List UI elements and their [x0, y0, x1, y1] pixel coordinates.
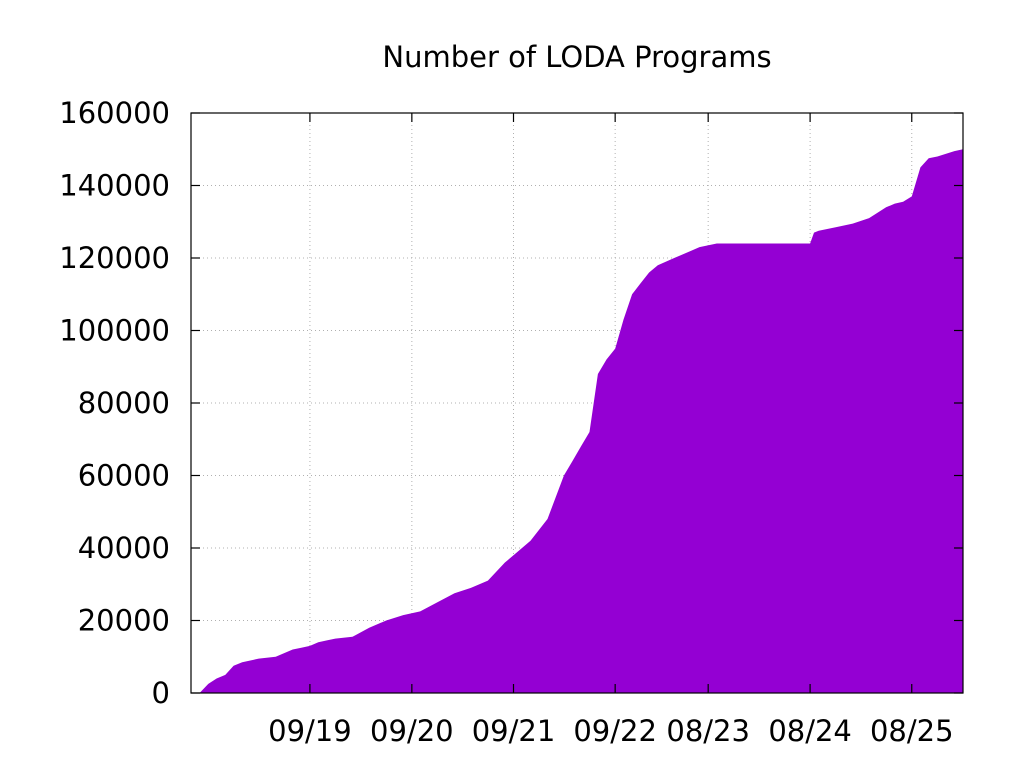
y-tick-label: 80000 [78, 386, 170, 420]
x-tick-label: 09/21 [472, 714, 556, 748]
x-tick-label: 09/20 [370, 714, 454, 748]
y-tick-label: 40000 [78, 531, 170, 565]
y-tick-label: 20000 [78, 604, 170, 638]
y-tick-label: 120000 [59, 241, 170, 275]
y-tick-label: 160000 [59, 96, 170, 130]
y-tick-labels: 0 20000 40000 60000 80000 100000 120000 140000 1… [59, 96, 170, 710]
y-tick-label: 60000 [78, 459, 170, 493]
y-tick-label: 140000 [59, 169, 170, 203]
x-tick-label: 09/19 [268, 714, 352, 748]
x-tick-label: 08/25 [870, 714, 954, 748]
x-tick-label: 09/22 [573, 714, 657, 748]
x-tick-labels: 09/19 09/20 09/21 09/22 08/23 08/24 08/25 [268, 714, 953, 748]
x-tick-label: 08/23 [666, 714, 750, 748]
chart-title: Number of LODA Programs [382, 40, 771, 74]
y-tick-label: 0 [152, 676, 170, 710]
series-area [199, 149, 964, 694]
plot-frame [190, 112, 964, 694]
y-tick-label: 100000 [59, 314, 170, 348]
x-tick-label: 08/24 [768, 714, 852, 748]
